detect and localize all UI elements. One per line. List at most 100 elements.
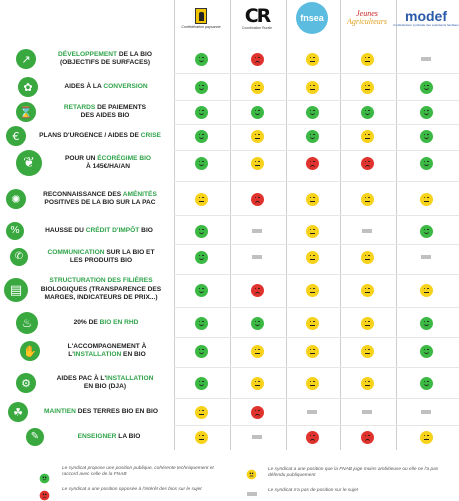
row-label: Communication sur la bio et les produits … — [30, 249, 172, 266]
green-face-icon — [194, 224, 208, 238]
eye — [312, 84, 315, 87]
green-face-icon — [194, 344, 208, 358]
eye — [367, 160, 370, 163]
eye — [423, 348, 426, 351]
label-line: en bio (DJA) — [38, 383, 172, 391]
column-divider — [230, 0, 231, 450]
mouth — [364, 324, 370, 326]
eye — [426, 84, 429, 87]
jeunes-agriculteurs-logo: Jeunes Agriculteurs — [341, 2, 393, 34]
modef-logo: modef Confédération syndicale des exploit… — [393, 2, 459, 34]
eye — [364, 254, 367, 257]
mouth — [309, 60, 315, 62]
eye — [198, 254, 201, 257]
yellow-face-icon — [250, 376, 264, 390]
label-line: Hausse du crédit d'impôt bio — [26, 227, 172, 235]
eye — [257, 109, 260, 112]
fnsea-logo-mark: fnsea — [296, 2, 328, 34]
highlighted-text: installation — [106, 374, 154, 382]
red-face-icon — [305, 156, 319, 170]
eye — [198, 348, 201, 351]
mouth — [198, 438, 204, 440]
label-line: Structuration des filières — [30, 277, 172, 285]
mouth — [309, 291, 315, 293]
green-face-icon — [360, 105, 374, 119]
eye — [312, 434, 315, 437]
green-face-icon — [194, 156, 208, 170]
mouth — [364, 60, 370, 62]
row-divider — [174, 367, 459, 368]
row-label: Enseigner la bio — [46, 433, 172, 441]
mouth — [364, 164, 370, 168]
eye — [367, 254, 370, 257]
mouth — [364, 88, 370, 90]
eye — [201, 84, 204, 87]
yellow-face-icon — [360, 283, 374, 297]
eye — [426, 160, 429, 163]
row-divider — [174, 181, 459, 182]
label-line: Enseigner la bio — [46, 433, 172, 441]
mouth — [364, 352, 370, 354]
yellow-face-icon — [360, 52, 374, 66]
mouth — [198, 413, 204, 415]
red-face-icon — [305, 430, 319, 444]
label-text: à 145€/ha/an — [86, 163, 130, 170]
label-text: biologiques (transparence des — [40, 285, 162, 293]
eco-scheme-icon-glyph: ❦ — [23, 155, 35, 171]
support-farmer-icon: ✋ — [20, 341, 40, 361]
amenities-icon: ✺ — [6, 189, 26, 209]
mouth — [309, 384, 315, 386]
green-face-icon — [419, 80, 433, 94]
mouth — [423, 383, 429, 386]
yellow-face-icon — [250, 156, 264, 170]
yellow-face-icon — [194, 430, 208, 444]
red-face-icon — [360, 430, 374, 444]
eye — [364, 56, 367, 59]
mouth — [254, 352, 260, 354]
mouth — [364, 384, 370, 386]
no-position-marker — [421, 255, 431, 259]
eye — [423, 160, 426, 163]
cr-logo-mark: CR — [244, 4, 272, 27]
mouth — [309, 324, 315, 326]
label-line: Plans d'urgence / aides de crise — [28, 132, 172, 140]
eye — [367, 196, 370, 199]
eye — [312, 254, 315, 257]
row-divider — [174, 73, 459, 74]
legend-green-marker — [39, 473, 50, 484]
highlighted-text: crédit d'impôt — [85, 226, 140, 234]
eye — [198, 196, 201, 199]
label-text: L'accompagnement à — [67, 342, 147, 350]
highlighted-text: installation — [73, 351, 122, 358]
eye — [309, 380, 312, 383]
label-text: positives de la bio sur la PAC — [44, 199, 156, 206]
eye — [367, 348, 370, 351]
eye — [252, 472, 254, 474]
comparison-table: Confédération paysanne CR Coordination Rur… — [4, 0, 459, 450]
column-divider — [396, 0, 397, 450]
row-divider — [174, 307, 459, 308]
eye — [254, 409, 257, 412]
label-text: en bio (DJA) — [83, 383, 127, 390]
eye — [257, 287, 260, 290]
label-text: Aides à la — [64, 82, 104, 90]
green-face-icon — [250, 105, 264, 119]
mouth — [309, 352, 315, 354]
mouth — [254, 60, 260, 64]
eye — [312, 287, 315, 290]
green-face-icon — [194, 316, 208, 330]
catering-icon-glyph: ♨ — [21, 316, 33, 330]
mouth — [198, 136, 204, 139]
highlighted-text: écorégime bio — [97, 154, 152, 162]
eye — [201, 380, 204, 383]
eye — [257, 196, 260, 199]
eye — [364, 133, 367, 136]
chart-growth-icon-glyph: ↗ — [21, 52, 31, 66]
ja-logo-mark: Jeunes — [356, 9, 378, 18]
land-hand-icon-glyph: ☘ — [13, 405, 23, 419]
eye — [257, 133, 260, 136]
row-label: Pour un écorégime bio à 145€/ha/an — [44, 155, 172, 172]
label-line: marges, indicateurs de prix...) — [30, 294, 172, 302]
yellow-face-icon — [194, 192, 208, 206]
yellow-face-icon — [360, 376, 374, 390]
